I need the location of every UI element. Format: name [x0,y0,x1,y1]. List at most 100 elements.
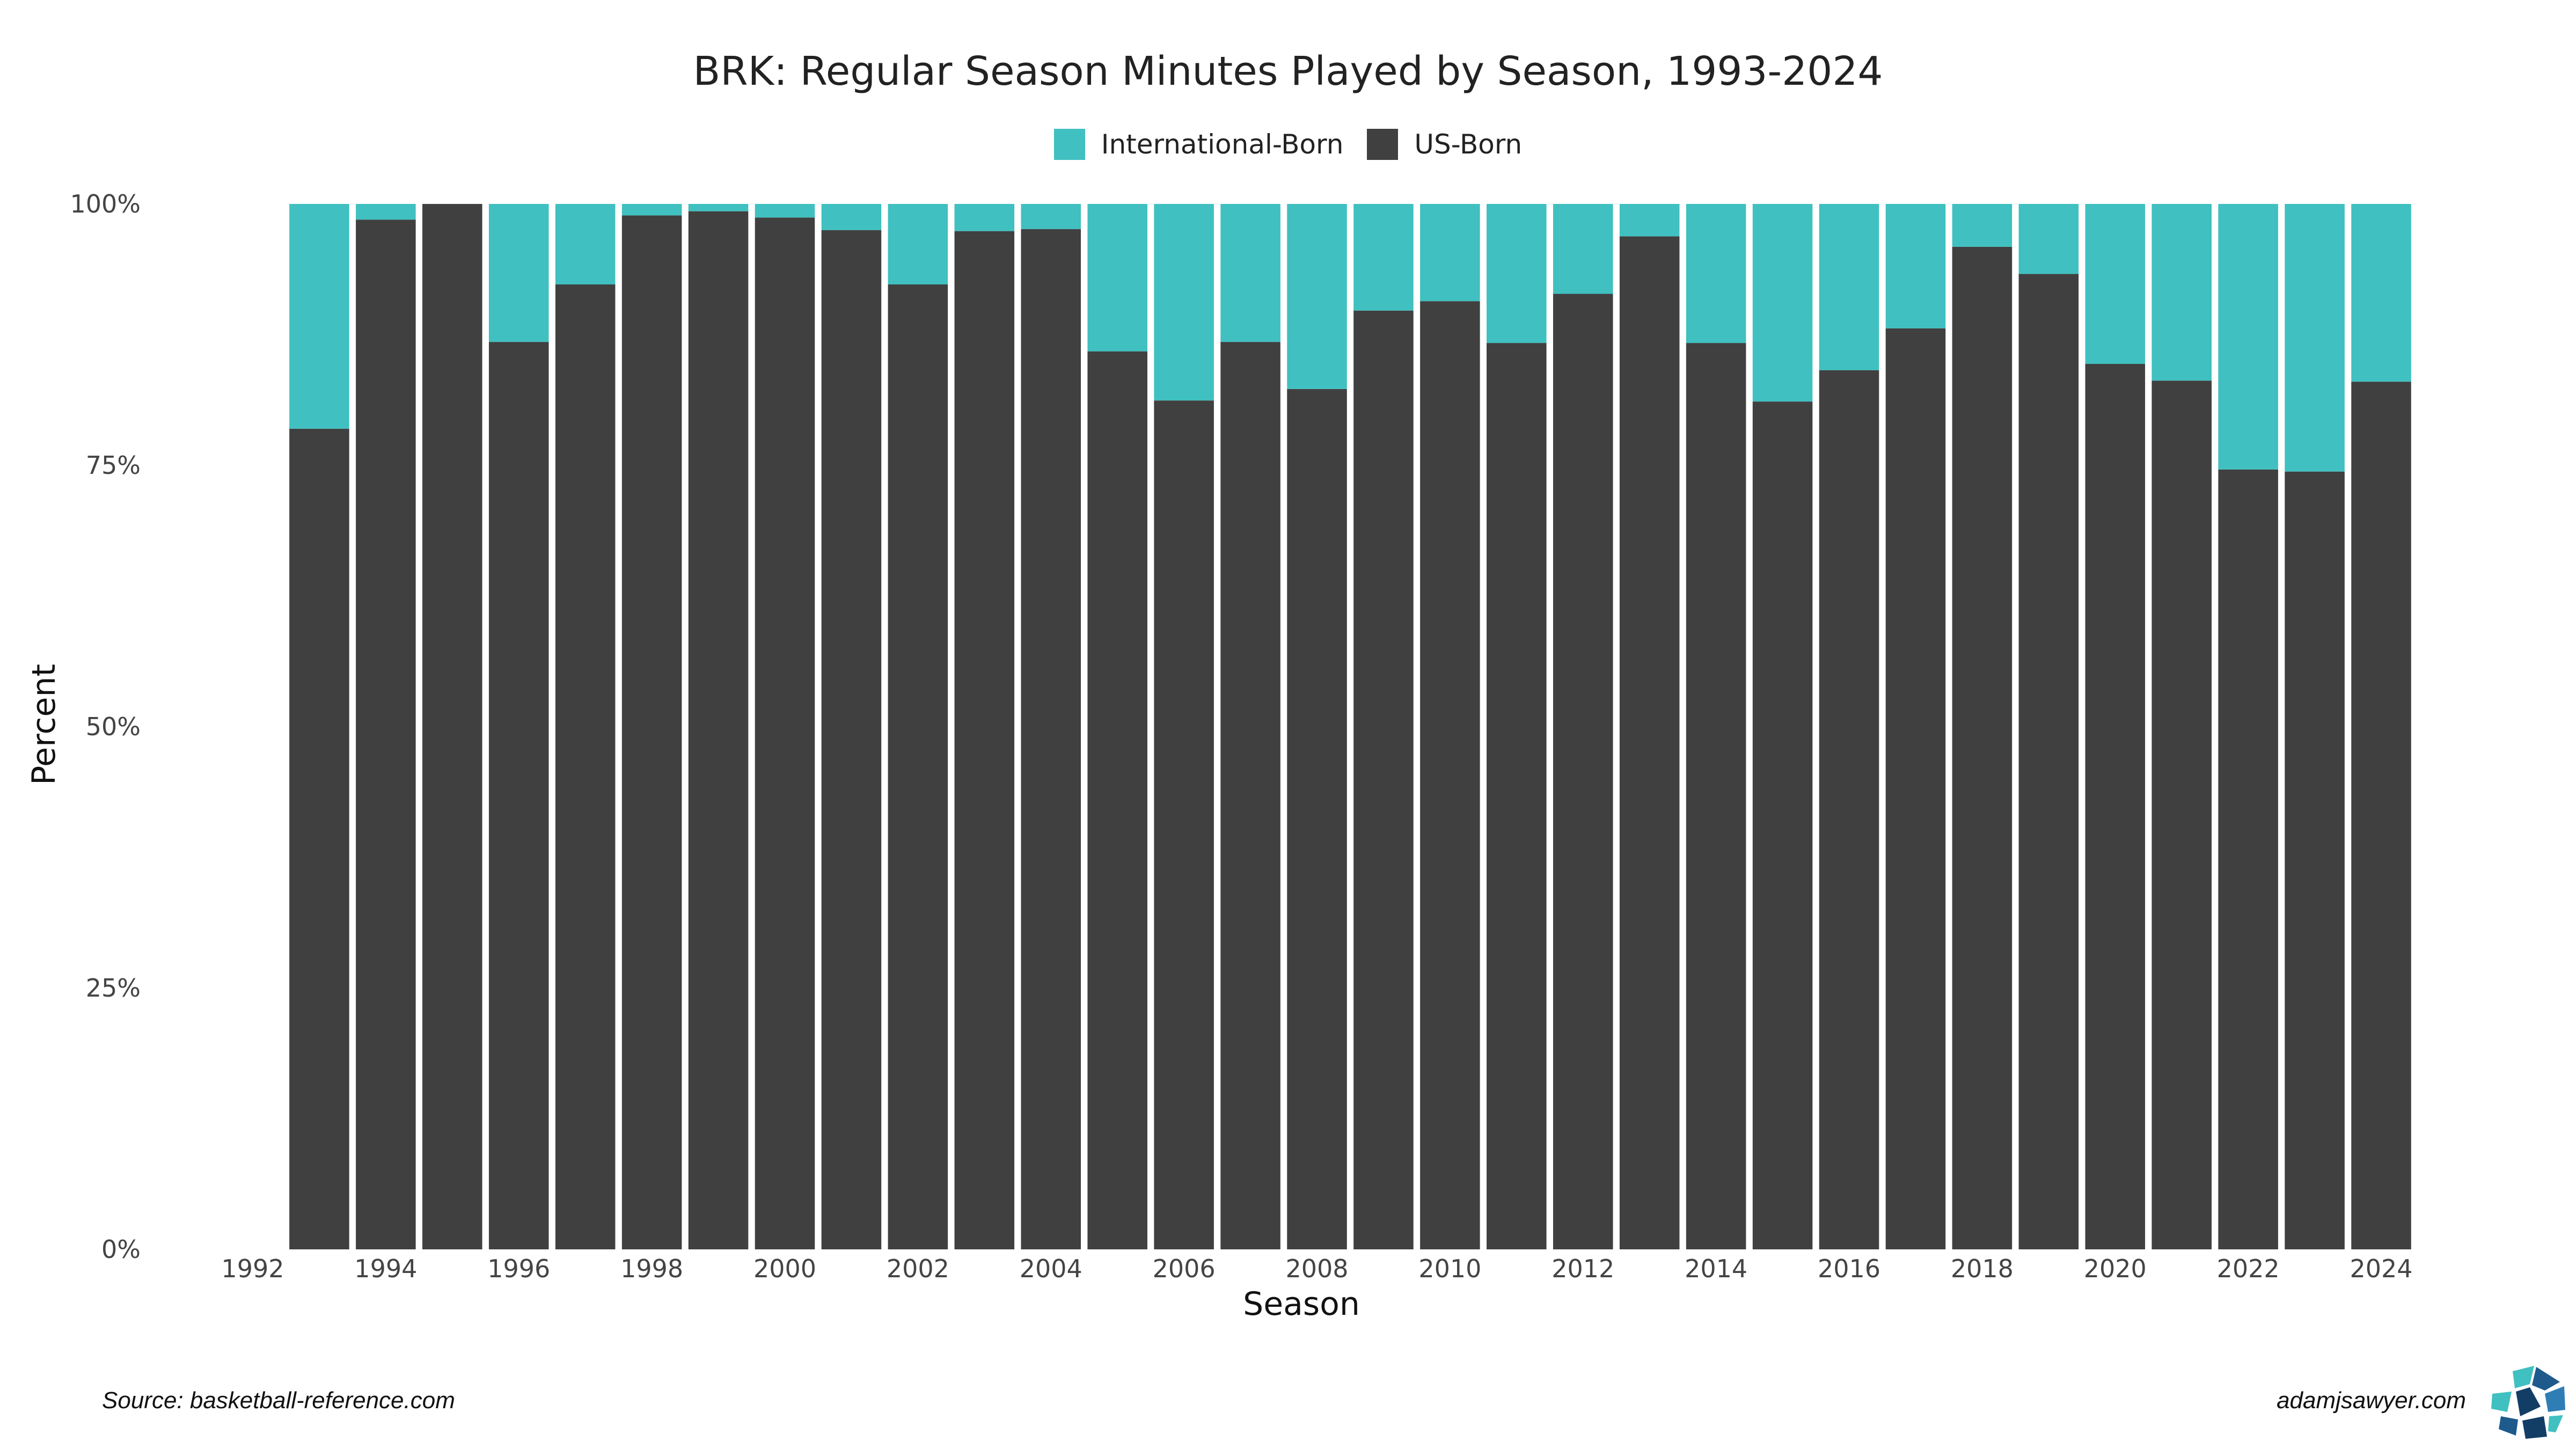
bar-us-born-2008 [1287,389,1347,1249]
x-axis-title: Season [1243,1285,1360,1323]
bar-international-born-2023 [2285,204,2345,472]
x-tick-label: 1996 [487,1254,550,1283]
bar-us-born-2013 [1619,236,1680,1250]
bar-international-born-2008 [1287,204,1347,389]
legend-label-international: International-Born [1101,129,1344,160]
bar-us-born-2001 [821,230,882,1250]
y-tick-label: 25% [86,974,141,1002]
x-axis-ticks: 1992 1994 1996 1998 2000 2002 2004 2006 2008 2010… [221,1254,2412,1283]
bars-layer [289,204,2411,1250]
legend: International-Born US-Born [0,129,2576,160]
legend-swatch-international [1053,129,1085,160]
bar-international-born-1993 [289,204,349,429]
bar-us-born-2016 [1819,370,1879,1250]
x-tick-label: 2014 [1685,1254,1747,1283]
x-tick-label: 2000 [753,1254,816,1283]
bar-international-born-2017 [1885,204,1946,328]
x-tick-label: 2010 [1418,1254,1481,1283]
bar-international-born-2020 [2085,204,2146,364]
bar-us-born-2017 [1885,328,1946,1249]
bar-us-born-2010 [1420,301,1480,1249]
bar-international-born-2016 [1819,204,1879,370]
y-tick-label: 100% [70,189,141,218]
bar-us-born-2005 [1087,351,1147,1250]
x-tick-label: 1998 [620,1254,683,1283]
bar-us-born-2020 [2085,364,2146,1250]
x-tick-label: 2020 [2084,1254,2147,1283]
bar-us-born-2021 [2151,380,2212,1250]
y-axis-ticks: 0% 25% 50% 75% 100% [70,189,141,1264]
chart-title: BRK: Regular Season Minutes Played by Se… [693,48,1883,94]
bar-international-born-2019 [2018,204,2079,274]
bar-us-born-2002 [888,284,948,1249]
bar-us-born-1998 [621,215,682,1250]
bar-international-born-2000 [755,204,815,218]
x-tick-label: 2024 [2350,1254,2412,1283]
bar-us-born-2018 [1952,246,2012,1249]
legend-item-international: International-Born [1053,129,1344,160]
bar-us-born-2019 [2018,274,2079,1249]
bar-international-born-2005 [1087,204,1147,352]
bar-us-born-2012 [1553,294,1613,1249]
bar-us-born-2022 [2218,469,2278,1249]
bar-us-born-1999 [688,211,749,1249]
source-note: Source: basketball-reference.com [102,1387,455,1414]
x-tick-label: 2006 [1153,1254,1216,1283]
legend-swatch-us [1367,129,1399,160]
y-tick-label: 75% [86,451,141,480]
x-tick-label: 1992 [221,1254,284,1283]
bar-us-born-2023 [2285,471,2345,1249]
y-tick-label: 0% [101,1235,141,1264]
bar-us-born-2011 [1487,343,1547,1249]
bar-international-born-2007 [1220,204,1280,342]
x-tick-label: 2022 [2217,1254,2280,1283]
x-tick-label: 1994 [354,1254,417,1283]
bar-international-born-2015 [1752,204,1813,402]
bar-international-born-1996 [488,204,549,342]
bar-international-born-2022 [2218,204,2278,470]
bar-international-born-2006 [1154,204,1214,401]
bar-us-born-2009 [1353,310,1414,1249]
bar-us-born-2006 [1154,400,1214,1249]
bar-us-born-2015 [1752,401,1813,1249]
bar-international-born-2021 [2151,204,2212,381]
bar-international-born-2012 [1553,204,1613,294]
bar-international-born-2001 [821,204,882,230]
bar-international-born-2010 [1420,204,1480,302]
legend-label-us: US-Born [1414,129,1523,160]
site-logo-icon [2490,1363,2565,1439]
bar-us-born-2000 [755,217,815,1250]
y-tick-label: 50% [86,712,141,741]
bar-international-born-2002 [888,204,948,284]
x-tick-label: 2008 [1285,1254,1348,1283]
x-tick-label: 2016 [1818,1254,1880,1283]
x-tick-label: 2018 [1951,1254,2014,1283]
bar-us-born-2004 [1021,229,1081,1250]
bar-international-born-1999 [688,204,749,211]
bar-us-born-2007 [1220,342,1280,1249]
credit-link[interactable]: adamjsawyer.com [2277,1387,2466,1414]
bar-us-born-1993 [289,428,349,1249]
bar-international-born-2018 [1952,204,2012,247]
bar-international-born-2024 [2351,204,2411,382]
bar-international-born-1994 [356,204,416,220]
legend-item-us: US-Born [1367,129,1522,160]
bar-international-born-2003 [954,204,1015,231]
y-axis-title: Percent [25,664,63,785]
x-tick-label: 2002 [887,1254,949,1283]
bar-international-born-2014 [1686,204,1746,343]
bar-us-born-1997 [555,284,616,1249]
bar-us-born-1994 [356,219,416,1250]
bar-us-born-2003 [954,231,1015,1250]
bar-us-born-1996 [488,342,549,1249]
bar-international-born-2009 [1353,204,1414,311]
bar-us-born-2014 [1686,343,1746,1249]
bar-international-born-2004 [1021,204,1081,229]
bar-international-born-2011 [1487,204,1547,343]
x-tick-label: 2004 [1020,1254,1082,1283]
bar-international-born-1997 [555,204,616,284]
bar-us-born-1995 [422,204,482,1249]
x-tick-label: 2012 [1552,1254,1614,1283]
bar-international-born-2013 [1619,204,1680,237]
